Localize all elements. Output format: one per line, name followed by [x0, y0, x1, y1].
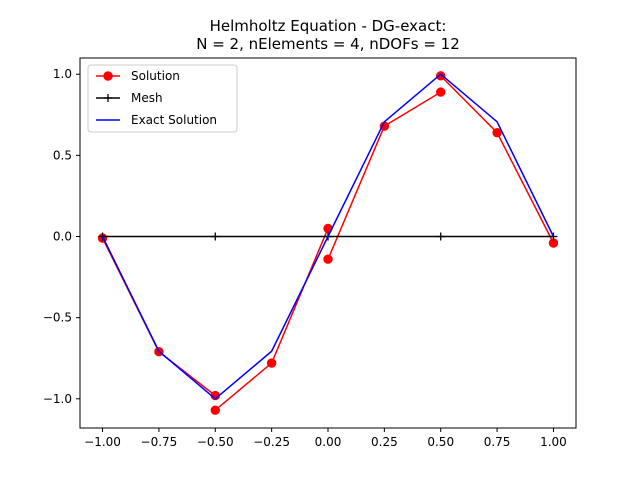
legend-entry-exact-solution: Exact Solution [96, 113, 217, 127]
legend-marker-mesh [104, 94, 112, 102]
x-tick-label: 0.50 [427, 435, 454, 449]
series-solution-point [492, 127, 502, 138]
series-mesh-point [98, 232, 107, 241]
legend-label-solution: Solution [131, 69, 180, 83]
series-mesh-point [211, 232, 220, 241]
series-solution-point [436, 87, 446, 97]
y-tick-label: 0.5 [53, 148, 72, 162]
legend-label-exact-solution: Exact Solution [131, 113, 217, 127]
legend: Solution Mesh Exact Solution [87, 64, 238, 133]
series-solution-point [436, 71, 446, 81]
series-layer [97, 71, 559, 415]
x-axis: −1.00 −0.75 −0.50 −0.25 0.00 0.25 0.50 0.75 1.00 [84, 428, 567, 449]
y-tick-label: −0.5 [43, 311, 72, 325]
legend-entry-mesh: Mesh [96, 91, 163, 105]
y-axis: −1.0 −0.5 0.0 0.5 1.0 [43, 67, 80, 406]
y-tick-label: 1.0 [53, 67, 72, 81]
series-solution-point [266, 358, 277, 368]
legend-entry-solution: Solution [96, 69, 180, 83]
series-mesh-point [549, 232, 558, 241]
series-mesh-point [436, 232, 445, 241]
legend-label-mesh: Mesh [131, 91, 163, 105]
y-tick-label: 0.0 [53, 230, 72, 244]
legend-box [87, 64, 238, 133]
x-tick-label: 1.00 [540, 435, 567, 449]
x-tick-label: −1.00 [84, 435, 121, 449]
chart-title-line-1: Helmholtz Equation - DG-exact: [210, 17, 447, 35]
legend-marker-solution [103, 71, 113, 81]
x-tick-label: −0.50 [197, 435, 234, 449]
x-tick-label: 0.75 [484, 435, 511, 449]
series-solution-point [323, 254, 333, 264]
x-tick-label: 0.00 [315, 435, 342, 449]
series-exact-solution-line [101, 73, 555, 400]
y-tick-label: −1.0 [43, 392, 72, 406]
chart-title-line-2: N = 2, nElements = 4, nDOFs = 12 [196, 35, 460, 53]
x-tick-label: −0.25 [253, 435, 290, 449]
x-tick-label: −0.75 [141, 435, 178, 449]
x-tick-label: 0.25 [371, 435, 398, 449]
series-exact-solution [101, 73, 555, 400]
series-solution-point [210, 405, 220, 415]
